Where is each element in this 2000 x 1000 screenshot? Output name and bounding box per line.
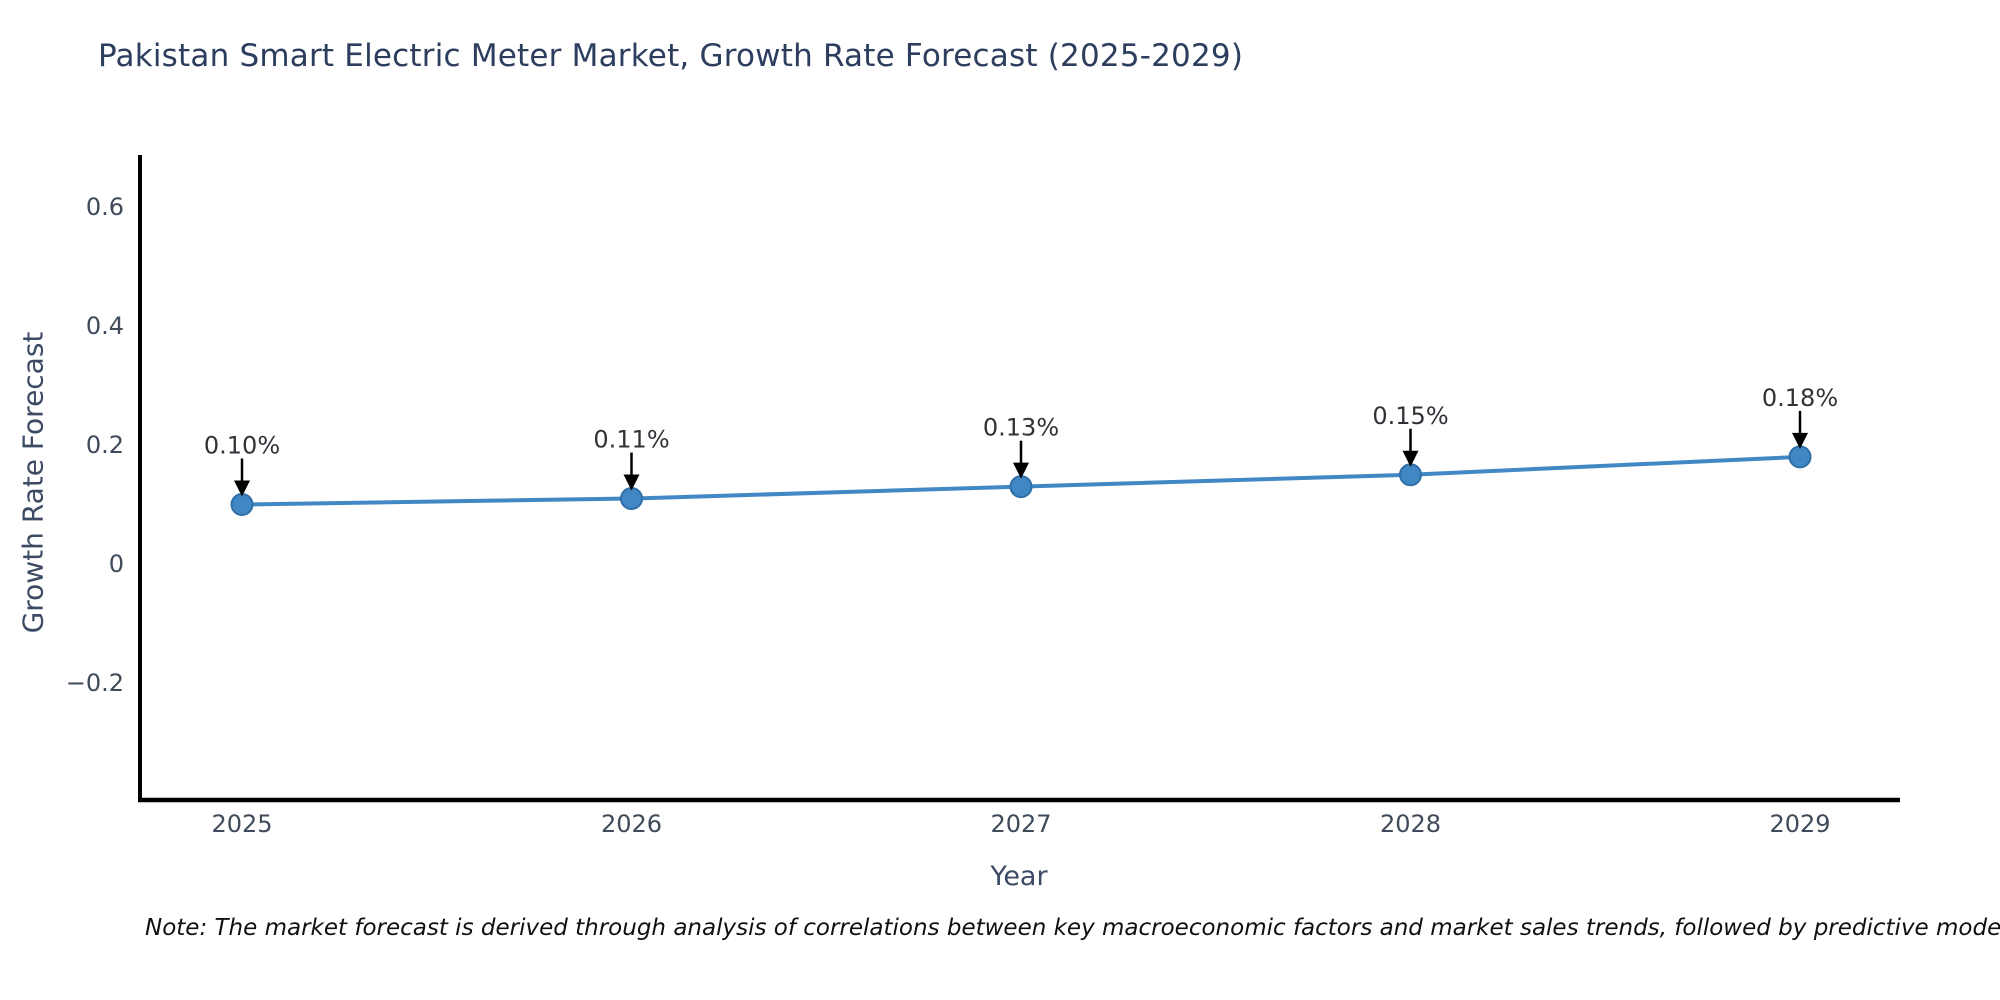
x-tick-label: 2028: [1380, 810, 1441, 838]
annotation-value-label: 0.11%: [593, 426, 669, 454]
data-point-marker: [1009, 475, 1033, 499]
footnote: Note: The market forecast is derived thr…: [145, 915, 2000, 941]
annotation-value-label: 0.13%: [983, 414, 1059, 442]
annotation-value-label: 0.15%: [1372, 402, 1448, 430]
x-tick-label: 2026: [601, 810, 662, 838]
x-tick-label: 2029: [1769, 810, 1830, 838]
x-tick-label: 2025: [211, 810, 272, 838]
annotation-arrow-head: [623, 474, 640, 491]
chart-title: Pakistan Smart Electric Meter Market, Gr…: [98, 38, 1244, 74]
annotation-arrow-head: [1013, 462, 1029, 479]
y-tick-label: −0.2: [66, 669, 124, 697]
x-tick-label: 2027: [990, 810, 1051, 838]
data-point-marker: [230, 493, 254, 516]
annotation-value-label: 0.18%: [1762, 384, 1838, 412]
y-tick-label: 0.4: [86, 312, 124, 340]
annotation-value-label: 0.10%: [204, 432, 280, 460]
annotation-arrow-head: [1402, 450, 1419, 467]
y-tick-label: 0.6: [86, 193, 124, 221]
y-tick-label: 0: [109, 550, 124, 578]
x-axis-title: Year: [990, 861, 1048, 892]
annotation-arrow-head: [1792, 432, 1808, 449]
annotation-arrow-head: [234, 480, 250, 497]
data-point-marker: [1399, 463, 1422, 487]
data-point-marker: [620, 487, 643, 511]
y-tick-label: 0.2: [86, 431, 124, 459]
data-point-marker: [1788, 445, 1812, 469]
